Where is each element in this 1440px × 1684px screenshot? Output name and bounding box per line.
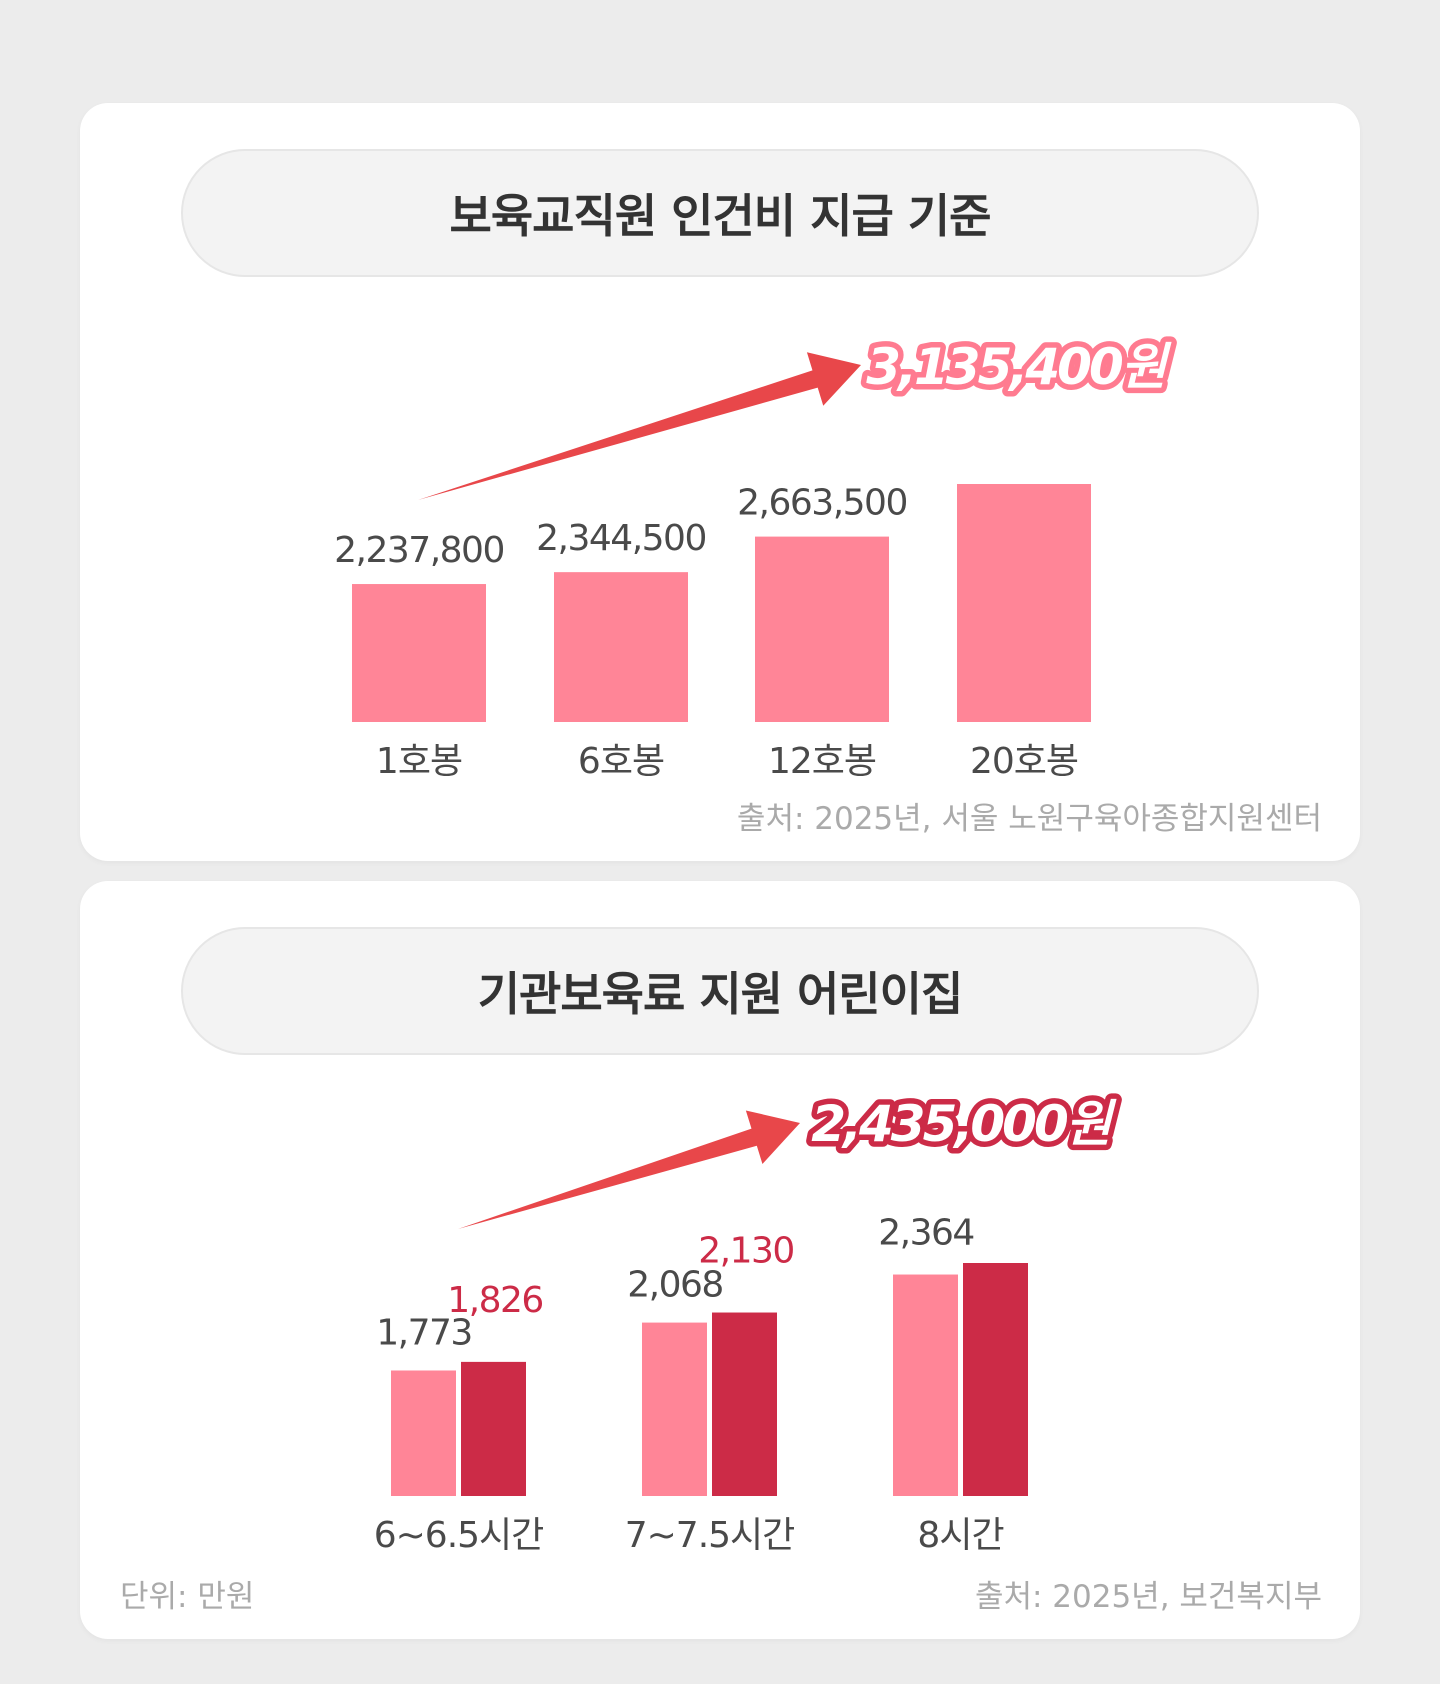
trend-arrow: [458, 1110, 800, 1229]
bar-value-label: 1,773: [376, 1312, 472, 1353]
daycare-support-card: 기관보육료 지원 어린이집 1,773 1,826 2,068 2,130 2,364 6…: [80, 881, 1360, 1639]
category-label: 12호봉: [768, 741, 876, 782]
salary-standard-card: 보육교직원 인건비 지급 기준 2,237,800 1호봉 2,344,500 6호봉…: [80, 103, 1360, 861]
highlight-value: 3,135,400원: [866, 338, 1172, 396]
unit-note: 단위: 만원: [120, 1579, 255, 1615]
bar-value-label: 1,826: [447, 1280, 543, 1321]
bar-series-1: [391, 1370, 456, 1496]
bar-value-label: 2,130: [698, 1231, 794, 1272]
bar: [554, 572, 688, 722]
category-label: 6호봉: [578, 741, 664, 782]
bar-series-2: [963, 1263, 1028, 1496]
bar-value-label: 2,068: [627, 1265, 723, 1306]
card-title: 보육교직원 인건비 지급 기준: [181, 149, 1259, 277]
bar-value-label: 2,663,500: [737, 483, 907, 524]
bar: [957, 484, 1091, 722]
bar-value-label: 2,344,500: [536, 518, 706, 559]
salary-bar-chart: 2,237,800 1호봉 2,344,500 6호봉 2,663,500 12호봉 20호…: [334, 333, 1180, 783]
bar-series-2: [461, 1361, 526, 1496]
category-label: 8시간: [917, 1515, 1003, 1556]
bar-value-label: 2,237,800: [334, 530, 504, 571]
category-label: 6~6.5시간: [374, 1515, 544, 1556]
trend-arrow: [418, 352, 861, 500]
bar: [352, 584, 486, 722]
category-label: 1호봉: [376, 741, 462, 782]
category-label: 7~7.5시간: [625, 1515, 795, 1556]
bar-series-2: [712, 1312, 777, 1496]
card-title: 기관보육료 지원 어린이집: [181, 927, 1259, 1055]
category-label: 20호봉: [970, 741, 1078, 782]
bar-series-1: [642, 1322, 707, 1496]
highlight-value: 2,435,000원: [811, 1095, 1117, 1153]
bar: [755, 536, 889, 722]
source-note: 출처: 2025년, 보건복지부: [974, 1579, 1322, 1615]
bar-series-1: [893, 1274, 958, 1496]
bar-value-label: 2,364: [878, 1213, 974, 1254]
source-note: 출처: 2025년, 서울 노원구육아종합지원센터: [736, 801, 1322, 837]
